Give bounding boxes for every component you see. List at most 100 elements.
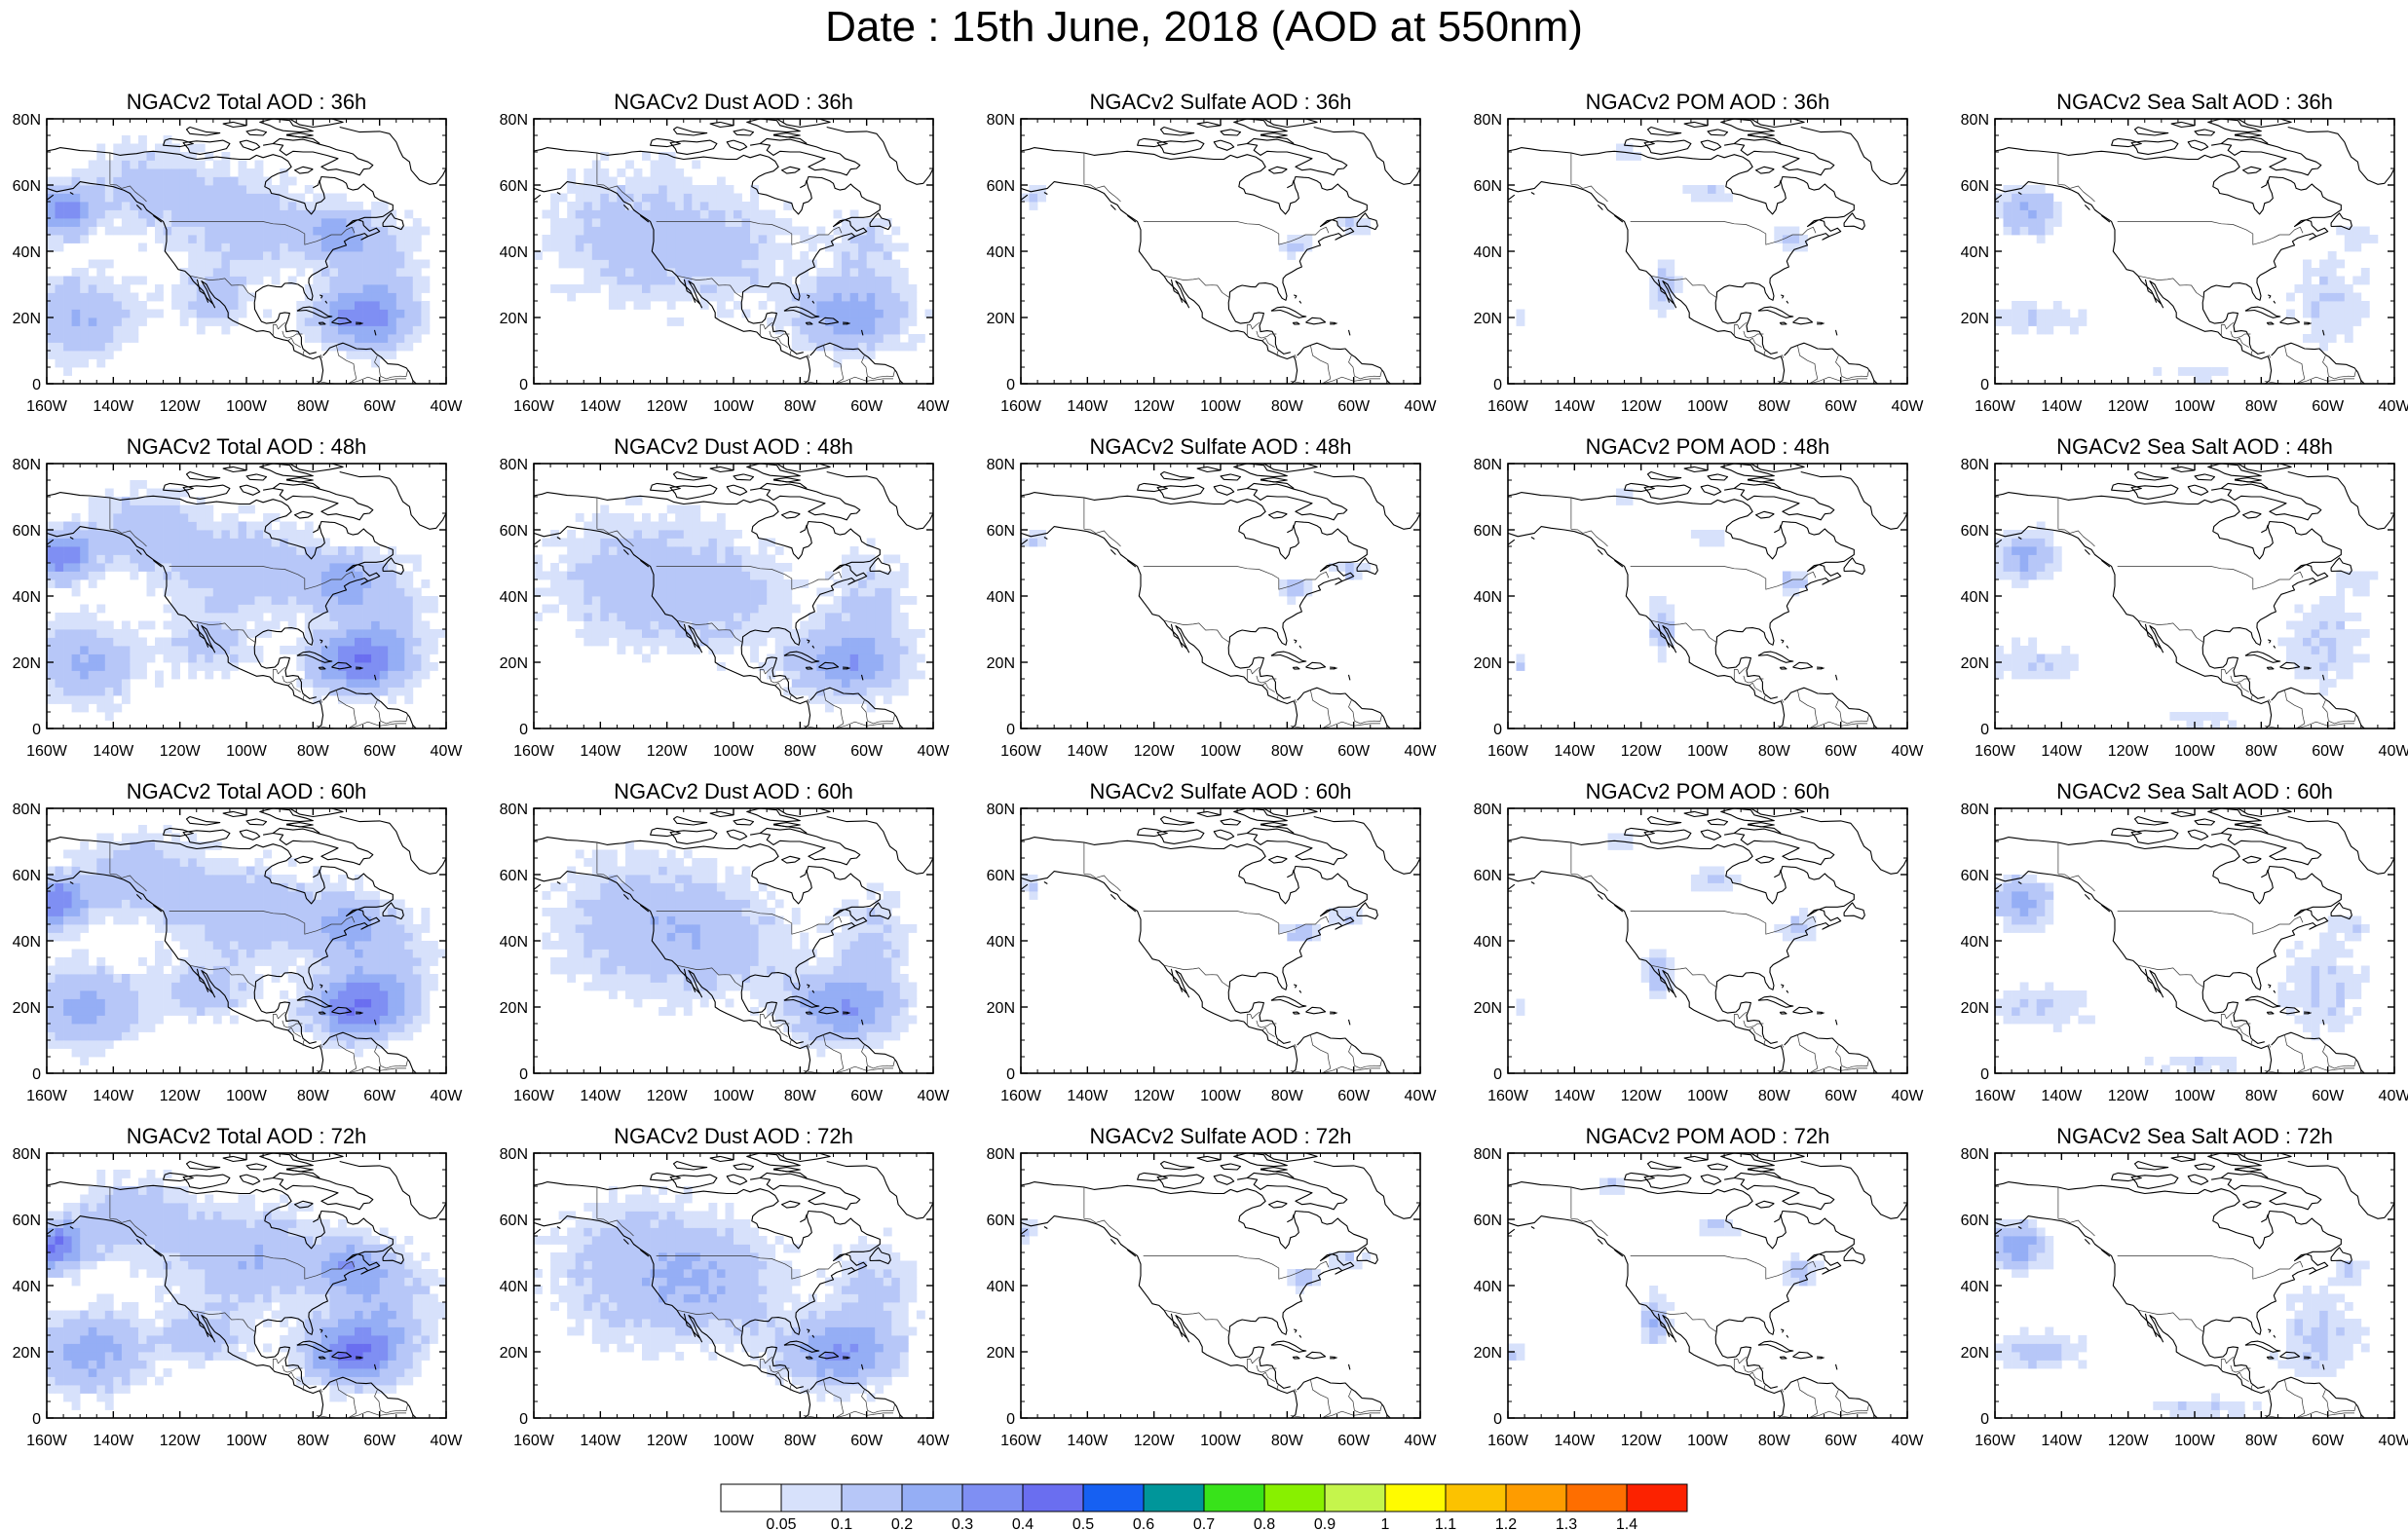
lat-tick-label: 80N (500, 1146, 528, 1163)
aod-shading (534, 152, 933, 368)
colorbar-label: 0.4 (1012, 1516, 1034, 1531)
lon-tick-label: 60W (1825, 398, 1858, 415)
lat-tick-label: 0 (1006, 1411, 1015, 1428)
lon-tick-label: 140W (2041, 743, 2083, 760)
lat-tick-label: 80N (1474, 802, 1502, 818)
lat-tick-label: 40N (13, 934, 41, 951)
lon-tick-label: 100W (226, 1088, 268, 1104)
aod-map: 160W 140W 120W 100W 80W 60W 40W 0 20N 40N 60N 80N (13, 112, 464, 415)
colorbar-label: 1.4 (1616, 1516, 1637, 1531)
lat-tick-label: 20N (1961, 655, 1989, 672)
map-frame (1507, 807, 1908, 1074)
colorbar-swatch (1263, 1483, 1326, 1512)
lat-tick-label: 0 (1980, 722, 1989, 738)
colorbar-label: 0.1 (831, 1516, 852, 1531)
coastlines (1508, 464, 1907, 728)
map-panel-sulfate-60h: NGACv2 Sulfate AOD : 60h 160W 140W 120W 100W… (974, 779, 1442, 1110)
lat-tick-label: 20N (1474, 1000, 1502, 1017)
lon-tick-label: 140W (2041, 1433, 2083, 1449)
colorbar-label: 0.8 (1254, 1516, 1275, 1531)
colorbar-label: 1.2 (1495, 1516, 1517, 1531)
lon-tick-label: 40W (918, 398, 951, 415)
lon-tick-label: 80W (2245, 1088, 2278, 1104)
lon-tick-label: 140W (1067, 1433, 1109, 1449)
lon-tick-label: 120W (160, 743, 202, 760)
lat-tick-label: 60N (1474, 868, 1502, 884)
lon-tick-label: 100W (2174, 743, 2216, 760)
lon-tick-label: 60W (1337, 1088, 1371, 1104)
lon-tick-label: 160W (1975, 1088, 2016, 1104)
map-panel-total-48h: NGACv2 Total AOD : 48h 160W 140W 120W 100W 80… (0, 434, 468, 766)
lon-tick-label: 100W (713, 743, 755, 760)
coastlines (1508, 808, 1907, 1073)
coastlines (534, 119, 933, 384)
aod-shading (534, 497, 925, 713)
lat-tick-label: 20N (987, 311, 1015, 327)
lon-tick-label: 60W (363, 1088, 396, 1104)
panel-title: NGACv2 Sea Salt AOD : 36h (2056, 90, 2333, 114)
map-panel-sulfate-48h: NGACv2 Sulfate AOD : 48h 160W 140W 120W 100W… (974, 434, 1442, 766)
lat-tick-label: 60N (500, 523, 528, 540)
coastlines (47, 464, 446, 728)
lat-tick-label: 60N (500, 1213, 528, 1229)
lat-tick-label: 60N (13, 1213, 41, 1229)
panel-title: NGACv2 POM AOD : 48h (1585, 434, 1830, 459)
colorbar-label: 0.5 (1072, 1516, 1094, 1531)
panel-title: NGACv2 Dust AOD : 60h (614, 779, 853, 803)
lat-tick-label: 80N (13, 112, 41, 129)
lat-tick-label: 0 (1006, 722, 1015, 738)
map-panel-sulfate-72h: NGACv2 Sulfate AOD : 72h 160W 140W 120W 100W… (974, 1124, 1442, 1455)
lon-tick-label: 140W (1554, 743, 1596, 760)
lat-tick-label: 60N (987, 868, 1015, 884)
lon-tick-label: 100W (1687, 398, 1729, 415)
lon-tick-label: 80W (1758, 743, 1791, 760)
lat-tick-label: 0 (32, 377, 41, 393)
colorbar-swatch (1505, 1483, 1567, 1512)
lon-tick-label: 120W (160, 1433, 202, 1449)
lon-tick-label: 140W (580, 1433, 621, 1449)
lon-tick-label: 160W (26, 1088, 68, 1104)
lat-tick-label: 20N (987, 655, 1015, 672)
lat-tick-label: 20N (1474, 1345, 1502, 1362)
lat-tick-label: 80N (13, 802, 41, 818)
aod-shading (1021, 530, 1372, 605)
lat-tick-label: 40N (500, 1279, 528, 1295)
lat-tick-label: 20N (500, 1000, 528, 1017)
colorbar-swatch (1082, 1483, 1145, 1512)
lat-tick-label: 40N (13, 1279, 41, 1295)
lon-tick-label: 140W (93, 743, 134, 760)
lon-tick-label: 80W (1758, 398, 1791, 415)
lat-tick-label: 40N (1474, 934, 1502, 951)
lon-tick-label: 140W (580, 398, 621, 415)
lon-tick-label: 80W (297, 743, 330, 760)
lat-tick-label: 40N (500, 244, 528, 261)
panel-title: NGACv2 Total AOD : 72h (126, 1124, 367, 1148)
aod-shading (534, 1186, 925, 1402)
lat-tick-label: 60N (987, 1213, 1015, 1229)
lon-tick-label: 100W (1687, 1433, 1729, 1449)
coastlines (1995, 119, 2394, 384)
lat-tick-label: 40N (1474, 589, 1502, 606)
lon-tick-label: 160W (513, 743, 555, 760)
colorbar-swatch (720, 1483, 782, 1512)
coastlines (1995, 464, 2394, 728)
lon-tick-label: 40W (431, 1433, 464, 1449)
lat-tick-label: 40N (987, 589, 1015, 606)
lat-tick-label: 20N (1961, 1000, 1989, 1017)
lon-tick-label: 100W (226, 1433, 268, 1449)
colorbar-label: 1.1 (1435, 1516, 1456, 1531)
colorbar-swatch (1445, 1483, 1507, 1512)
aod-map: 160W 140W 120W 100W 80W 60W 40W 0 20N 40N 60N 80N (13, 802, 464, 1104)
lon-tick-label: 60W (2312, 398, 2345, 415)
lon-tick-label: 40W (2379, 743, 2408, 760)
coastlines (534, 1153, 933, 1418)
aod-map: 160W 140W 120W 100W 80W 60W 40W 0 20N 40N 60N 80N (500, 112, 951, 415)
lat-tick-label: 40N (987, 1279, 1015, 1295)
lon-tick-label: 40W (2379, 1088, 2408, 1104)
lon-tick-label: 80W (1271, 1088, 1304, 1104)
map-frame (1507, 118, 1908, 385)
lon-tick-label: 160W (1487, 1433, 1529, 1449)
panel-title: NGACv2 Total AOD : 48h (126, 434, 367, 459)
map-panel-pom-36h: NGACv2 POM AOD : 36h 160W 140W 120W 100W 80W 6… (1461, 90, 1929, 421)
lon-tick-label: 40W (431, 743, 464, 760)
